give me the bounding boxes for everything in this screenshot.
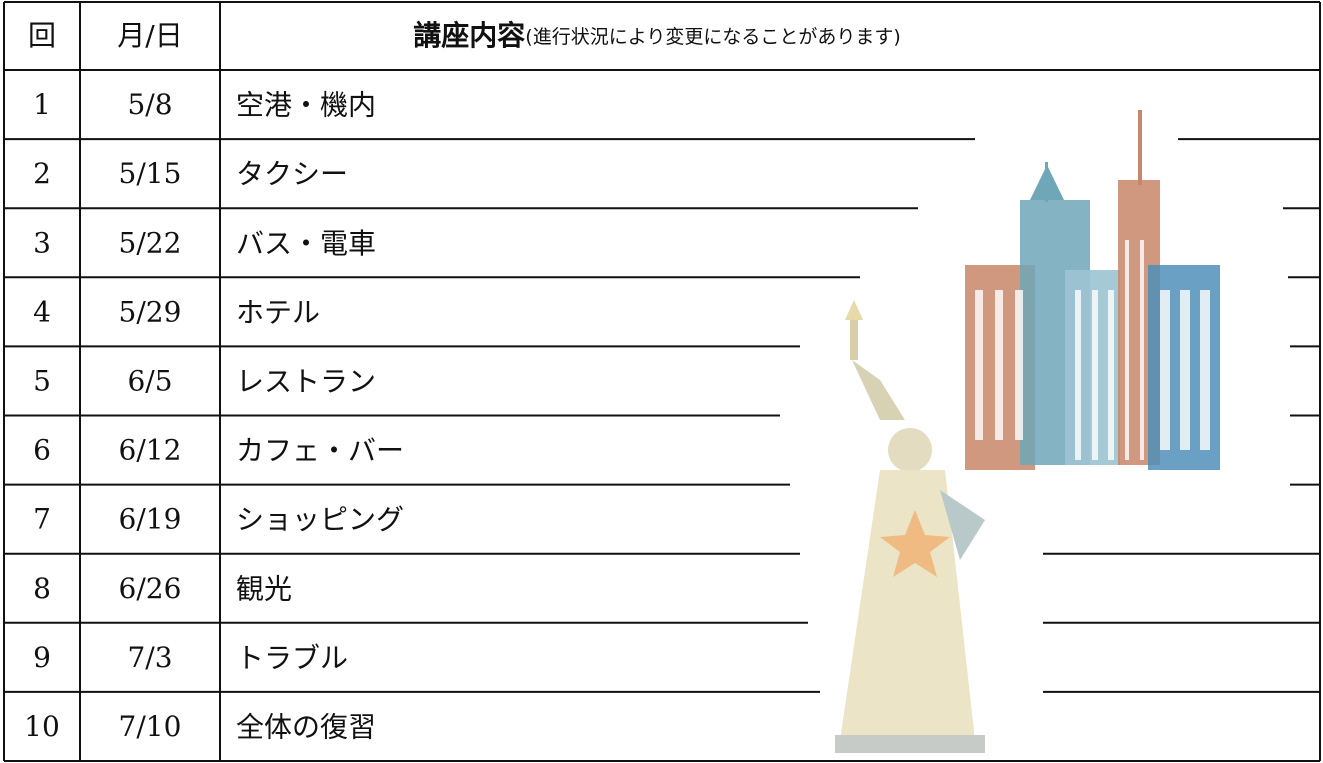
session-number: 5	[33, 364, 51, 397]
session-number: 4	[33, 295, 51, 328]
session-date: 5/22	[119, 226, 182, 259]
session-date: 6/12	[119, 434, 182, 467]
session-number: 2	[33, 157, 51, 190]
session-date: 5/8	[127, 88, 172, 121]
session-topic: 空港・機内	[236, 89, 376, 122]
header-note: (進行状況により変更になることがあります)	[525, 26, 900, 48]
session-topic: レストラン	[236, 365, 376, 398]
session-date: 7/3	[127, 641, 172, 674]
header-cell: 回	[28, 19, 56, 52]
session-topic: 全体の復習	[236, 710, 376, 743]
session-number: 8	[33, 572, 51, 605]
session-date: 6/5	[127, 364, 172, 397]
table-lines	[3, 1, 1321, 762]
session-number: 10	[24, 710, 60, 743]
session-topic: バス・電車	[236, 227, 376, 260]
session-date: 6/19	[119, 503, 182, 536]
session-topic: カフェ・バー	[236, 434, 404, 467]
session-number: 9	[33, 641, 51, 674]
table-cells: 回 月/日 講座内容(進行状況により変更になることがあります) 1 5/8 空港・機内 2 5…	[24, 19, 901, 743]
session-date: 5/29	[119, 295, 182, 328]
session-number: 7	[33, 503, 51, 536]
session-date: 6/26	[119, 572, 182, 605]
session-topic: 観光	[236, 572, 292, 605]
session-topic: タクシー	[236, 158, 348, 191]
session-number: 1	[33, 88, 51, 121]
session-date: 7/10	[119, 710, 182, 743]
header-cell: 月/日	[117, 19, 182, 52]
session-topic: トラブル	[236, 641, 348, 674]
illustration	[835, 110, 1220, 753]
session-number: 6	[33, 434, 51, 467]
session-topic: ホテル	[236, 296, 320, 329]
session-topic: ショッピング	[236, 503, 404, 536]
header-title: 講座内容	[413, 19, 525, 52]
session-number: 3	[33, 226, 51, 259]
header-cell: 講座内容(進行状況により変更になることがあります)	[413, 19, 900, 52]
session-date: 5/15	[119, 157, 182, 190]
